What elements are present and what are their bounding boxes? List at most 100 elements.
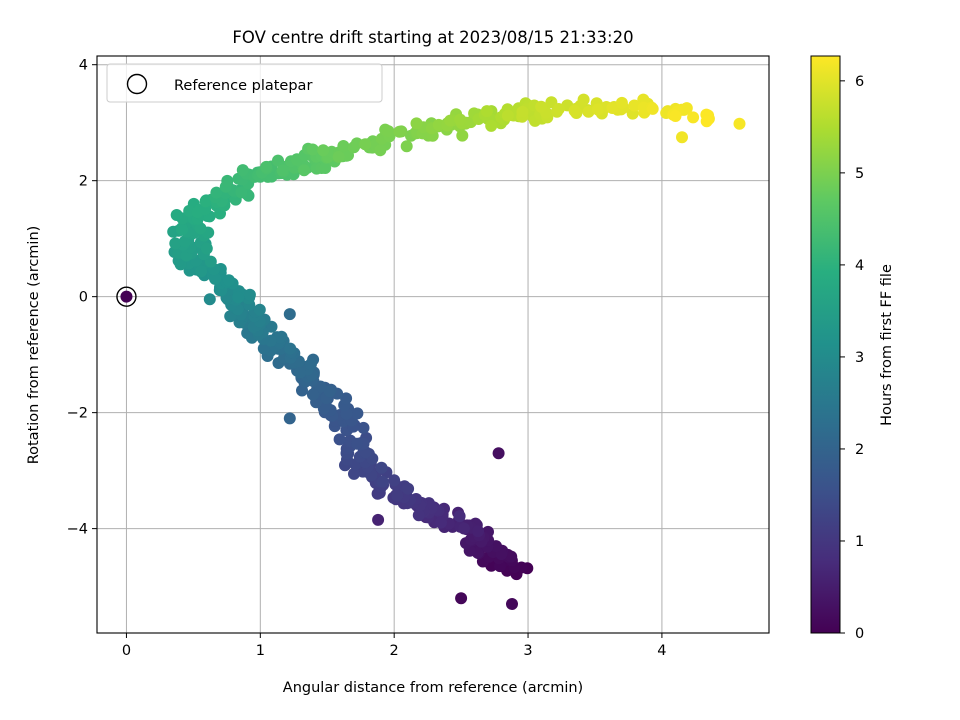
data-point: [516, 105, 529, 118]
colorbar-ticks: 0 1 2 3 4 5 6: [840, 74, 864, 642]
data-point: [200, 242, 213, 255]
data-point: [591, 103, 604, 116]
data-point: [615, 96, 628, 109]
data-point: [700, 115, 713, 128]
data-point: [236, 164, 249, 177]
colorbar-tick-label: 0: [855, 626, 864, 642]
data-point: [680, 102, 693, 115]
data-point: [222, 274, 235, 287]
data-point: [293, 366, 306, 379]
data-point: [257, 342, 270, 355]
data-point: [235, 186, 248, 199]
colorbar-tick-label: 4: [855, 258, 864, 274]
colorbar-tick-label: 6: [855, 74, 864, 90]
data-point: [552, 103, 565, 115]
data-point: [492, 447, 505, 460]
x-tick-label: 3: [523, 643, 532, 659]
data-point: [169, 237, 182, 250]
data-point: [210, 186, 223, 199]
data-point: [454, 113, 467, 126]
colorbar-tick-label: 3: [855, 350, 864, 366]
data-point: [319, 162, 332, 174]
data-point: [501, 109, 514, 122]
data-point: [582, 105, 595, 118]
data-point: [276, 164, 289, 177]
legend-box: [106, 63, 383, 103]
y-tick-label: 0: [79, 290, 88, 306]
x-tick-label: 4: [657, 643, 666, 659]
colorbar-tick-label: 2: [855, 442, 864, 458]
data-point: [535, 100, 548, 113]
data-point: [359, 138, 372, 151]
data-point: [410, 117, 423, 130]
x-axis-label: Angular distance from reference (arcmin): [283, 680, 583, 696]
data-point: [283, 308, 296, 321]
data-point: [253, 303, 266, 316]
data-point: [444, 114, 457, 127]
data-point: [733, 117, 746, 130]
data-point: [687, 111, 700, 124]
data-point: [435, 516, 447, 529]
data-point: [332, 150, 345, 163]
data-point: [628, 99, 641, 112]
x-axis-ticks: 0 1 2 3 4: [122, 633, 667, 659]
y-tick-label: −4: [67, 522, 88, 538]
data-point: [669, 110, 682, 122]
data-point: [203, 293, 216, 306]
data-point: [284, 342, 297, 355]
data-point: [243, 288, 256, 301]
data-point: [357, 421, 370, 434]
data-point: [676, 131, 688, 144]
data-point: [402, 482, 415, 495]
x-tick-label: 1: [256, 643, 265, 659]
data-point: [333, 433, 346, 446]
y-axis-ticks: −4 −2 0 2 4: [67, 58, 97, 538]
data-point: [374, 144, 387, 157]
data-point: [372, 513, 385, 526]
data-point: [199, 195, 212, 208]
data-point: [606, 102, 619, 114]
data-point: [260, 161, 273, 173]
y-tick-label: −2: [67, 406, 88, 422]
scatter-points: [167, 93, 746, 610]
data-point: [351, 437, 363, 450]
data-point: [323, 385, 336, 398]
x-tick-label: 0: [122, 643, 131, 659]
data-point: [348, 467, 360, 480]
data-point: [194, 222, 207, 235]
data-point: [170, 209, 183, 221]
data-point: [306, 388, 319, 401]
data-point: [317, 144, 330, 157]
data-point: [455, 592, 468, 605]
data-point: [388, 474, 401, 487]
data-point: [568, 104, 581, 117]
data-point: [375, 461, 388, 474]
data-point: [432, 118, 445, 131]
data-point: [480, 105, 493, 118]
data-point: [221, 174, 234, 187]
data-point: [273, 331, 286, 344]
data-point: [351, 407, 364, 420]
data-point: [176, 223, 188, 236]
data-point: [209, 272, 222, 285]
data-point: [195, 265, 208, 278]
x-tick-label: 2: [390, 643, 399, 659]
data-point: [393, 125, 406, 138]
data-point: [306, 143, 319, 156]
chart-title: FOV centre drift starting at 2023/08/15 …: [232, 28, 633, 47]
y-axis-label: Rotation from reference (arcmin): [26, 226, 42, 465]
colorbar-tick-label: 5: [855, 166, 864, 182]
legend-entry-reference-platepar: Reference platepar: [174, 78, 312, 94]
data-point: [472, 525, 485, 538]
reference-point-ring: [116, 286, 137, 307]
colorbar-tick-label: 1: [855, 534, 864, 550]
colorbar: [810, 55, 841, 634]
data-point: [453, 510, 466, 523]
data-point: [376, 475, 389, 488]
data-point: [298, 164, 311, 177]
data-point: [382, 125, 395, 138]
data-point: [458, 522, 470, 535]
plot-frame: [96, 55, 770, 634]
colorbar-label: Hours from first FF file: [879, 264, 895, 426]
